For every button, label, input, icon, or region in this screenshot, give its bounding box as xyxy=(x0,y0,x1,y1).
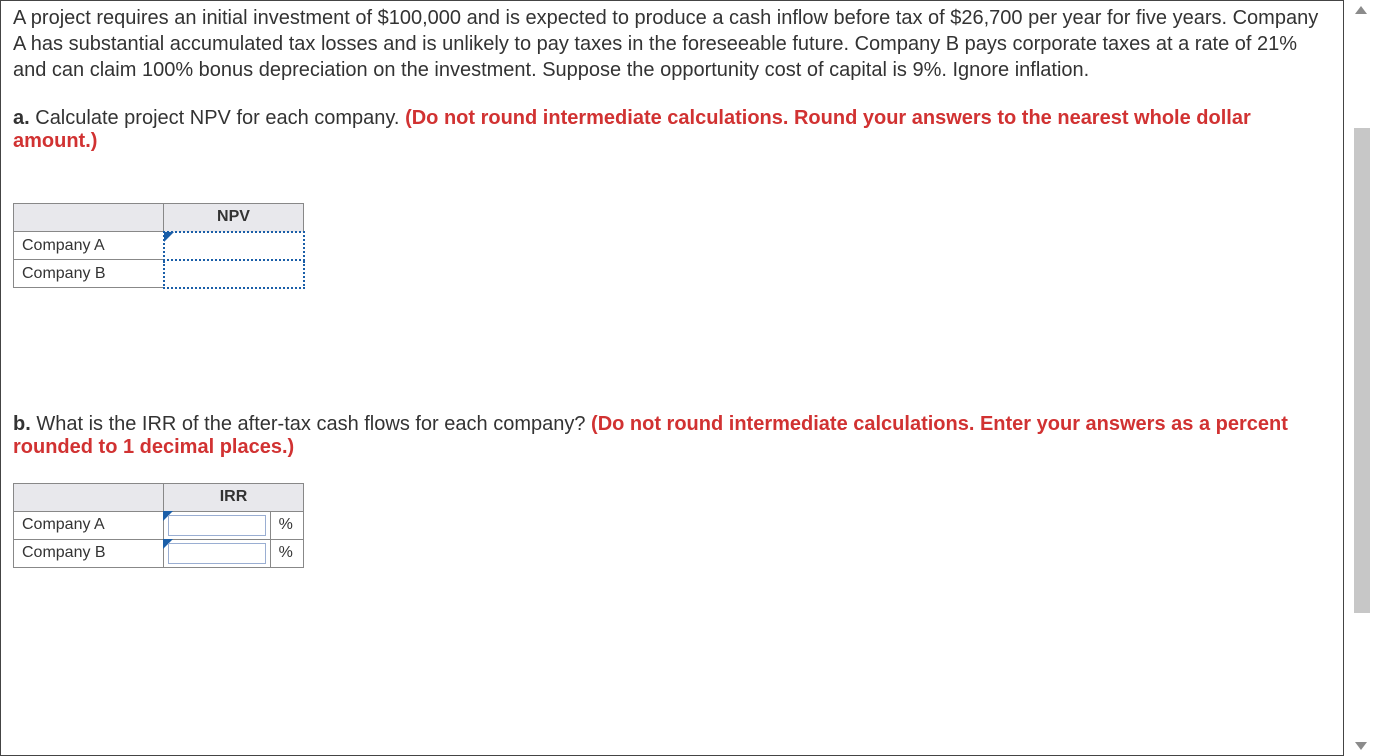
irr-row-company-a: Company A xyxy=(14,511,164,539)
part-b-prompt: b. What is the IRR of the after-tax cash… xyxy=(13,413,1331,459)
irr-input-company-b[interactable] xyxy=(164,539,271,567)
problem-statement: A project requires an initial investment… xyxy=(13,5,1331,83)
scrollbar-track[interactable] xyxy=(1344,0,1374,756)
scrollbar-thumb[interactable] xyxy=(1354,128,1370,613)
npv-input-company-a[interactable] xyxy=(164,232,304,260)
npv-input-company-b[interactable] xyxy=(164,260,304,288)
npv-empty-header xyxy=(14,204,164,232)
irr-empty-header xyxy=(14,483,164,511)
part-a-prompt: a. Calculate project NPV for each compan… xyxy=(13,107,1331,153)
irr-unit-b: % xyxy=(270,539,303,567)
part-a-text: Calculate project NPV for each company. xyxy=(30,107,405,129)
part-b-label: b. xyxy=(13,413,31,435)
irr-input-company-a-field[interactable] xyxy=(168,515,266,536)
scroll-up-icon[interactable] xyxy=(1355,6,1367,14)
npv-header: NPV xyxy=(164,204,304,232)
part-a-label: a. xyxy=(13,107,30,129)
irr-table: IRR Company A % Company B % xyxy=(13,483,304,568)
irr-header: IRR xyxy=(164,483,304,511)
scroll-down-icon[interactable] xyxy=(1355,742,1367,750)
irr-row-company-b: Company B xyxy=(14,539,164,567)
irr-input-company-a[interactable] xyxy=(164,511,271,539)
question-content: A project requires an initial investment… xyxy=(0,0,1344,756)
npv-row-company-b: Company B xyxy=(14,260,164,288)
irr-input-company-b-field[interactable] xyxy=(168,543,266,564)
npv-row-company-a: Company A xyxy=(14,232,164,260)
irr-unit-a: % xyxy=(270,511,303,539)
part-b-text: What is the IRR of the after-tax cash fl… xyxy=(31,413,591,435)
npv-table: NPV Company A Company B xyxy=(13,203,305,289)
